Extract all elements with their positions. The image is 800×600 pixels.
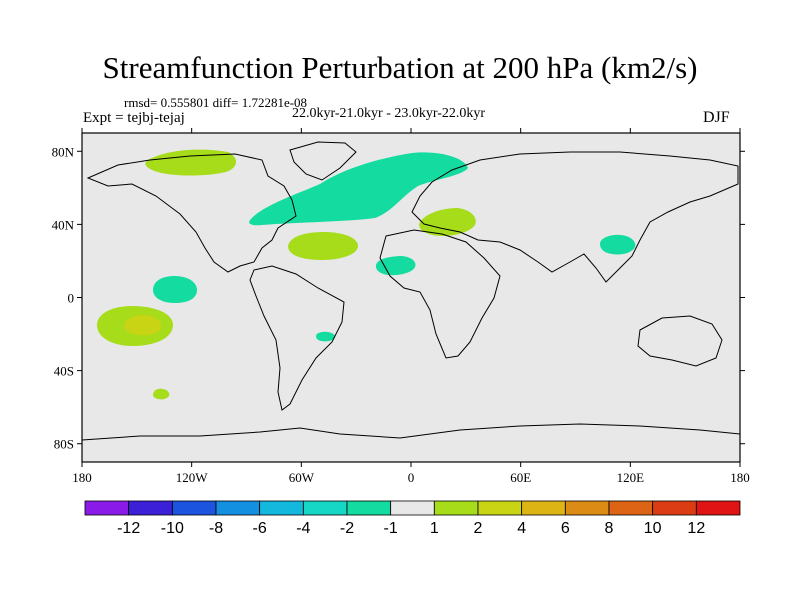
colorbar-labels: -12 -10 -8 -6 -4 -2 -1 1 2 4 6 8 10 12 [117,520,705,537]
anomaly-shading [97,149,636,400]
x-tick-label: 60E [510,470,531,485]
y-axis-labels: 80N 40N 0 40S 80S [52,144,75,451]
colorbar-label: -8 [209,520,223,537]
colorbar-label: 12 [687,520,705,537]
colorbar [84,500,741,516]
colorbar-box [608,500,654,516]
x-tick-label: 60W [289,470,315,485]
x-axis-labels: 180 120W 60W 0 60E 120E 180 [72,470,750,485]
chart-title: Streamfunction Perturbation at 200 hPa (… [102,50,698,85]
coast-australia [637,315,723,367]
season-label: DJF [703,109,730,126]
coast-antarctica [82,423,740,441]
colorbar-label: -1 [384,520,398,537]
colorbar-box [695,500,741,516]
colorbar-label: -2 [340,520,354,537]
y-tick-label: 0 [68,291,75,306]
colorbar-label: -6 [253,520,267,537]
colorbar-box [215,500,261,516]
y-tick-label: 80N [52,144,75,159]
colorbar-box [259,500,304,516]
anomaly-east-china [600,234,636,255]
colorbar-label: -10 [161,520,184,537]
y-tick-label: 80S [54,437,74,452]
coast-south-america [249,265,345,411]
period-label: 22.0kyr-21.0kyr - 23.0kyr-22.0kyr [292,106,486,121]
colorbar-box [433,500,479,516]
colorbar-label: 8 [605,520,614,537]
colorbar-box [477,500,523,516]
experiment-label: Expt = tejbj-tejaj [83,110,185,126]
colorbar-label: 6 [561,520,570,537]
colorbar-box [84,500,130,516]
x-tick-label: 180 [730,470,750,485]
colorbar-box [171,500,217,516]
x-tick-label: 180 [72,470,92,485]
anomaly-north-africa [375,256,416,276]
colorbar-box [521,500,566,516]
colorbar-box [346,500,392,516]
colorbar-box [564,500,610,516]
anomaly-subtropical-atlantic [288,232,358,260]
anomaly-southern-ocean [153,388,170,400]
coast-africa [379,229,501,359]
stats-line: rmsd= 0.555801 diff= 1.72281e-08 [124,95,308,110]
anomaly-arctic [145,149,237,176]
coast-eurasia [411,151,739,283]
colorbar-label: 2 [474,520,483,537]
y-tick-label: 40S [54,364,74,379]
anomaly-mediterranean [419,208,476,236]
x-tick-label: 120E [617,470,645,485]
anomaly-north-atlantic [249,152,468,226]
anomaly-central-pacific [153,276,197,303]
x-tick-label: 120W [176,470,209,485]
coast-north-america [86,153,297,273]
colorbar-box [302,500,348,516]
coast-greenland [289,141,357,181]
colorbar-box [652,500,697,516]
colorbar-label: -12 [117,520,140,537]
anomaly-south-pacific-core [124,315,162,336]
axis-ticks [77,128,745,467]
coastlines [82,141,740,441]
colorbar-label: -4 [296,520,310,537]
colorbar-box [128,500,173,516]
colorbar-label: 4 [517,520,526,537]
anomaly-brazil [316,331,336,342]
y-tick-label: 40N [52,217,75,232]
colorbar-label: 1 [430,520,439,537]
colorbar-label: 10 [644,520,662,537]
colorbar-box [390,500,435,516]
x-tick-label: 0 [408,470,415,485]
